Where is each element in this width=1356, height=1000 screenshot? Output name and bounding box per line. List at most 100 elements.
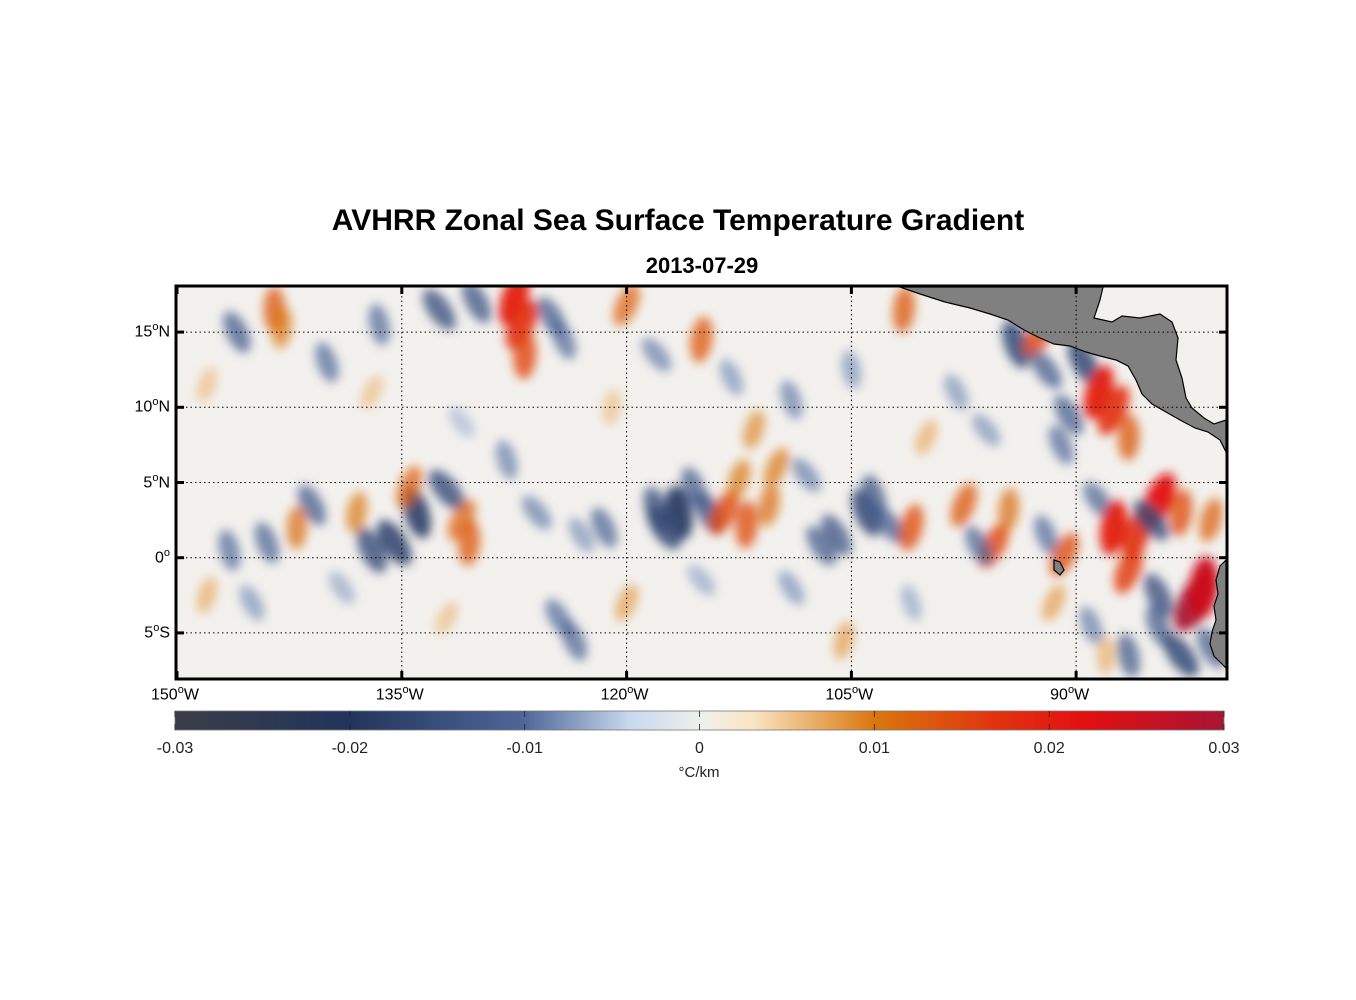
colorbar-tick-label: 0	[695, 740, 704, 757]
cold-gradient-patch	[1117, 633, 1141, 678]
longitude-label: 120oW	[600, 684, 649, 704]
cold-gradient-patch	[1146, 604, 1172, 647]
warm-gradient-patch	[1099, 499, 1128, 556]
cold-gradient-patch	[561, 620, 588, 661]
warm-gradient-patch	[1097, 385, 1130, 435]
latitude-label: 5oS	[144, 621, 170, 642]
colorbar-units: °C/km	[678, 764, 720, 781]
warm-gradient-patch	[286, 505, 308, 550]
warm-gradient-patch	[742, 410, 766, 450]
cold-gradient-patch	[780, 380, 803, 420]
warm-gradient-patch	[914, 419, 938, 456]
cold-gradient-patch	[254, 522, 280, 564]
land-galapagos	[1053, 559, 1065, 576]
warm-gradient-patch	[505, 300, 538, 350]
warm-gradient-patch	[447, 499, 476, 541]
warm-gradient-patch	[690, 316, 713, 363]
cold-gradient-patch	[1143, 573, 1174, 618]
cold-gradient-patch	[356, 527, 387, 573]
cold-gradient-patch	[944, 374, 969, 411]
cold-gradient-patch	[641, 337, 672, 372]
longitude-label: 150oW	[151, 684, 199, 704]
warm-gradient-patch	[1188, 556, 1219, 620]
warm-gradient-patch	[435, 601, 459, 635]
cold-gradient-patch	[521, 495, 552, 530]
warm-gradient-patch	[735, 500, 758, 549]
warm-gradient-patch	[602, 389, 621, 426]
land-central-america	[899, 287, 1226, 453]
cold-gradient-patch	[1054, 394, 1084, 435]
warm-gradient-patch	[892, 287, 915, 333]
warm-gradient-patch	[271, 306, 293, 349]
cold-gradient-patch	[495, 440, 518, 480]
cold-gradient-patch	[1034, 515, 1059, 556]
warm-gradient-patch	[998, 487, 1020, 532]
cold-gradient-patch	[821, 514, 852, 556]
warm-gradient-patch	[196, 577, 218, 614]
warm-gradient-patch	[360, 375, 384, 410]
warm-gradient-patch	[346, 491, 368, 534]
colorbar-tick-label: -0.02	[331, 740, 369, 757]
cold-gradient-patch	[428, 469, 465, 511]
warm-gradient-patch	[950, 483, 977, 528]
colorbar-tick-label: 0.01	[858, 740, 890, 757]
warm-gradient-patch	[396, 465, 423, 509]
warm-gradient-patch	[1041, 584, 1066, 622]
warm-gradient-patch	[1169, 488, 1193, 537]
warm-gradient-patch	[708, 490, 740, 536]
cold-gradient-patch	[872, 506, 906, 544]
cold-gradient-patch	[568, 517, 595, 553]
warm-gradient-patch	[727, 459, 751, 500]
colorbar-tick-label: 0.02	[1033, 740, 1065, 757]
warm-gradient-patch	[833, 621, 855, 660]
cold-gradient-patch	[376, 520, 412, 566]
cold-gradient-patch	[965, 525, 993, 566]
cold-gradient-patch	[681, 467, 707, 510]
longitude-label: 90oW	[1050, 684, 1090, 704]
cold-gradient-patch	[315, 342, 339, 383]
cold-gradient-patch	[422, 289, 456, 331]
cold-gradient-patch	[591, 507, 618, 548]
warm-gradient-patch	[196, 367, 218, 403]
cold-gradient-patch	[1030, 350, 1062, 389]
longitude-label: 105oW	[825, 684, 874, 704]
cold-gradient-patch	[1079, 606, 1103, 645]
cold-gradient-patch	[841, 350, 862, 390]
cold-gradient-patch	[297, 484, 326, 526]
latitude-label: 10oN	[134, 396, 170, 416]
warm-gradient-patch	[1199, 498, 1223, 542]
cold-gradient-patch	[646, 505, 682, 550]
cold-gradient-patch	[448, 406, 475, 438]
colorbar-tick-label: 0.03	[1208, 740, 1240, 757]
map-frame	[174, 284, 1229, 681]
warm-gradient-patch	[763, 448, 790, 487]
latitude-label: 15oN	[134, 321, 170, 341]
warm-gradient-patch	[1117, 414, 1140, 461]
cold-gradient-patch	[900, 584, 922, 621]
chart-title: AVHRR Zonal Sea Surface Temperature Grad…	[331, 204, 1025, 237]
cold-gradient-patch	[687, 564, 716, 596]
land-south-america	[1209, 559, 1226, 669]
cold-gradient-patch	[806, 526, 837, 566]
cold-gradient-patch	[791, 457, 822, 493]
cold-gradient-patch	[851, 489, 882, 537]
colorbar-tick-label: -0.03	[156, 740, 194, 757]
cold-gradient-patch	[1133, 499, 1169, 541]
warm-gradient-patch	[899, 504, 924, 551]
cold-gradient-patch	[551, 319, 576, 360]
warm-gradient-patch	[458, 519, 481, 566]
chart-date: 2013-07-29	[645, 253, 759, 278]
cold-gradient-patch	[462, 287, 492, 324]
cold-gradient-patch	[778, 570, 805, 606]
cold-gradient-patch	[719, 358, 744, 396]
cold-gradient-patch	[971, 413, 1001, 447]
cold-gradient-patch	[368, 303, 391, 346]
latitude-label: 5oN	[143, 471, 170, 491]
warm-gradient-patch	[513, 330, 537, 380]
cold-gradient-patch	[1048, 425, 1074, 465]
cold-gradient-patch	[218, 529, 241, 571]
warm-gradient-patch	[1096, 636, 1116, 675]
cold-gradient-patch	[1163, 633, 1199, 677]
latitude-label: 0o	[154, 546, 170, 567]
